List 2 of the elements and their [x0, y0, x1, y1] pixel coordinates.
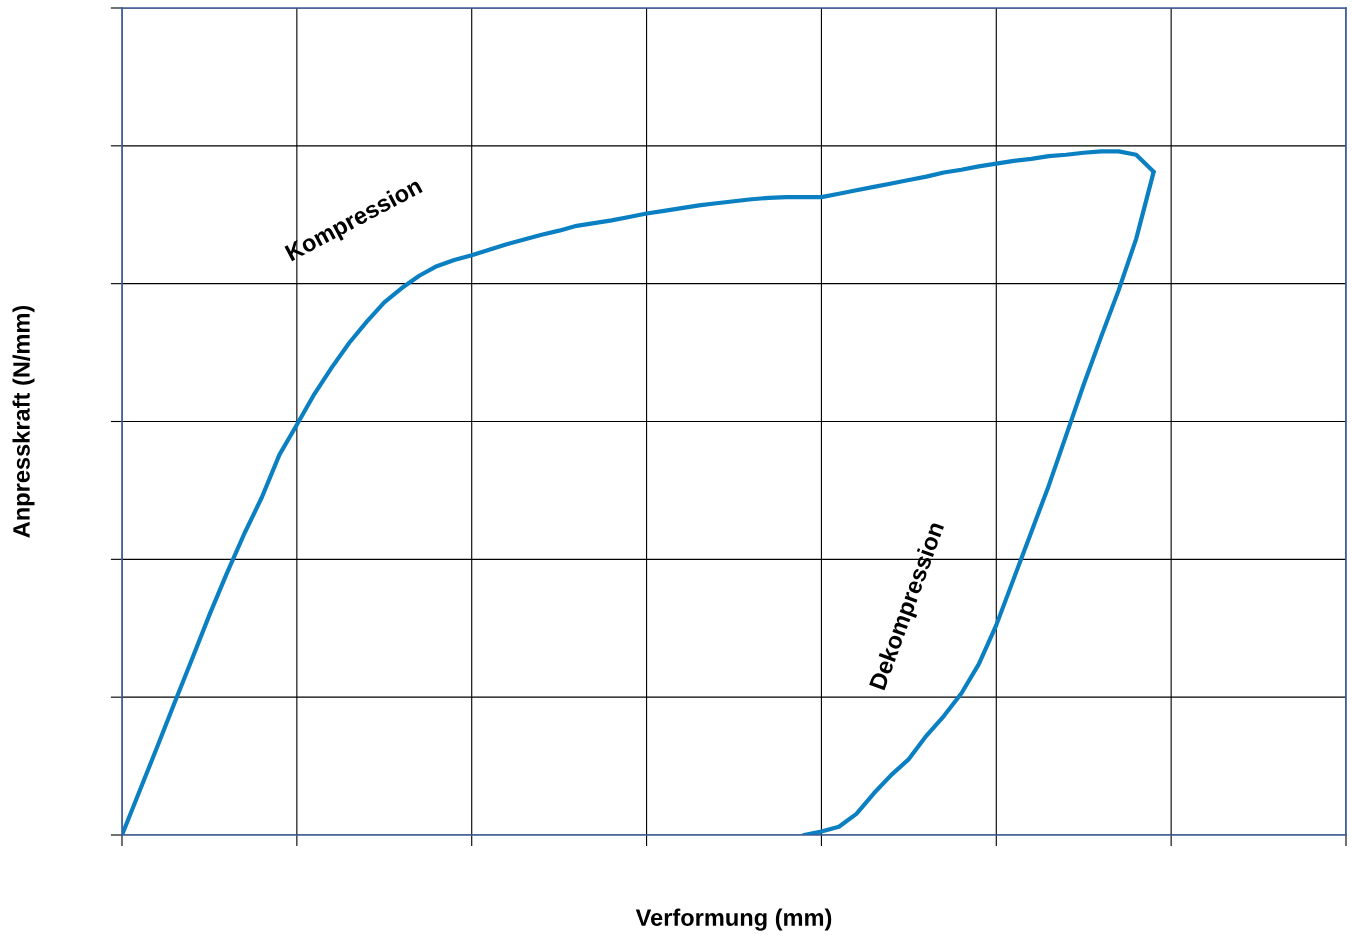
y-axis-title: Anpresskraft (N/mm)	[12, 305, 35, 538]
x-axis-title: Verformung (mm)	[635, 908, 832, 931]
